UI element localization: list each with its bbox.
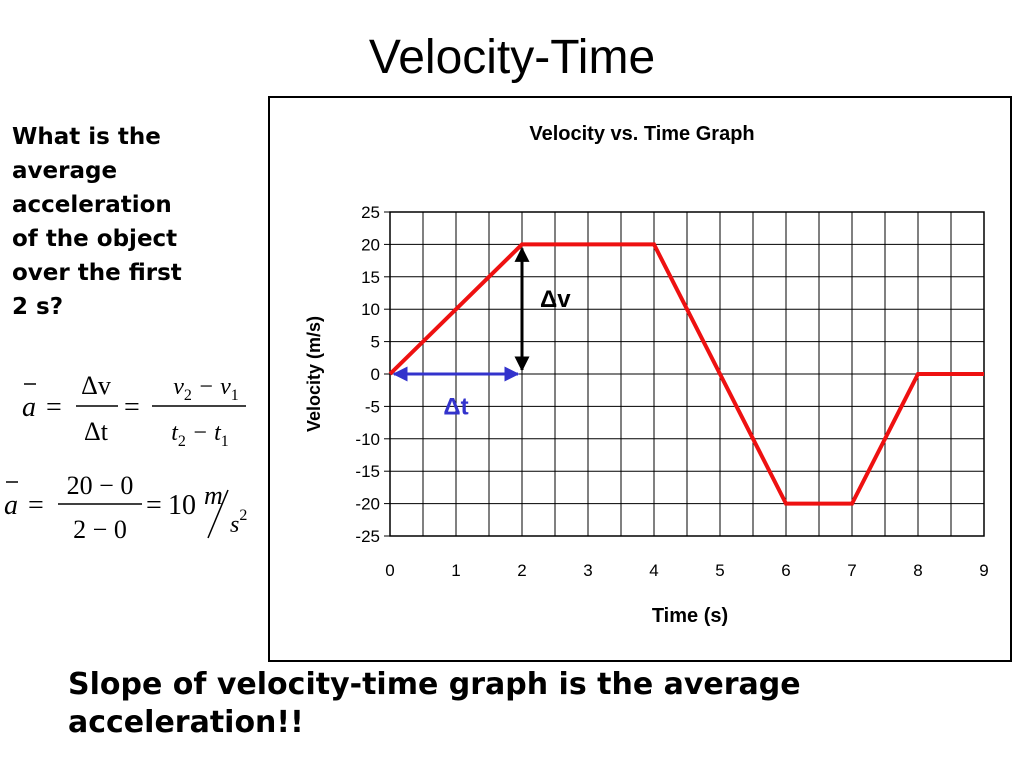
x-tick-label: 0	[385, 561, 394, 580]
formula-unit-denominator: s2​	[230, 507, 247, 538]
x-tick-label: 9	[979, 561, 988, 580]
conclusion-line: Slope of velocity-time graph is the aver…	[68, 667, 801, 702]
y-axis-label: Velocity (m/s)	[304, 316, 324, 432]
question-line: What is the	[12, 124, 161, 150]
question-text: What is the average acceleration of the …	[12, 120, 237, 324]
chart-frame: Velocity vs. Time Graph 25 20 15 10 5 0 -5 -10-…	[268, 96, 1012, 662]
question-line: 2 s?	[12, 294, 64, 320]
velocity-time-chart: Velocity vs. Time Graph 2520151050-5-10-…	[304, 123, 989, 627]
formula-lhs: a	[22, 392, 36, 423]
formula-denominator: Δt	[84, 417, 109, 446]
x-tick-label: 1	[451, 561, 460, 580]
formula-numerator: v2​ − v1​	[173, 374, 239, 404]
question-line: average	[12, 158, 118, 184]
formula-equals: =	[146, 490, 162, 521]
slide-title: Velocity-Time	[368, 31, 656, 84]
average-acceleration-definition: a = Δv Δt = v2​ − v1​ t2​ − t1​	[22, 371, 246, 450]
y-tick-label: -25	[355, 527, 380, 546]
question-line: over the first	[12, 260, 182, 286]
x-tick-label: 6	[781, 561, 790, 580]
delta-v-label: Δv	[540, 286, 571, 313]
x-tick-label: 5	[715, 561, 724, 580]
conclusion-text: Slope of velocity-time graph is the aver…	[68, 666, 1008, 742]
x-tick-label: 8	[913, 561, 922, 580]
question-line: acceleration	[12, 192, 172, 218]
y-tick-label: 5	[371, 333, 380, 352]
x-tick-label: 3	[583, 561, 592, 580]
question-line: of the object	[12, 226, 178, 252]
formula-equals: =	[46, 392, 62, 423]
y-tick-label: 25	[361, 203, 380, 222]
x-tick-label: 7	[847, 561, 856, 580]
y-tick-label: 15	[361, 268, 380, 287]
formula-lhs: a	[4, 490, 18, 521]
formula-result: 10	[168, 490, 196, 521]
x-axis-label: Time (s)	[652, 605, 728, 627]
y-tick-label: -5	[365, 397, 380, 416]
x-tick-label: 2	[517, 561, 526, 580]
y-tick-label: 20	[361, 235, 380, 254]
y-tick-label: -10	[355, 430, 380, 449]
y-tick-label: 10	[361, 300, 380, 319]
formula-equals: =	[28, 490, 44, 521]
conclusion-line: acceleration!!	[68, 705, 304, 740]
formula-numerator: Δv	[81, 371, 111, 400]
formula-equals: =	[124, 392, 140, 423]
y-tick-label: -20	[355, 495, 380, 514]
y-tick-label: 0	[371, 365, 380, 384]
velocity-series-line	[388, 242, 984, 506]
formula-denominator: 2 − 0	[73, 515, 127, 544]
formula-denominator: t2​ − t1​	[171, 420, 229, 450]
y-tick-label: -15	[355, 462, 380, 481]
average-acceleration-calculation: a = 20 − 0 2 − 0 = 10 m s2​	[4, 471, 247, 544]
delta-t-label: Δt	[443, 393, 468, 420]
x-tick-label: 4	[649, 561, 658, 580]
formula-unit-numerator: m	[204, 481, 223, 510]
formula-numerator: 20 − 0	[67, 471, 134, 500]
chart-title: Velocity vs. Time Graph	[529, 123, 754, 145]
